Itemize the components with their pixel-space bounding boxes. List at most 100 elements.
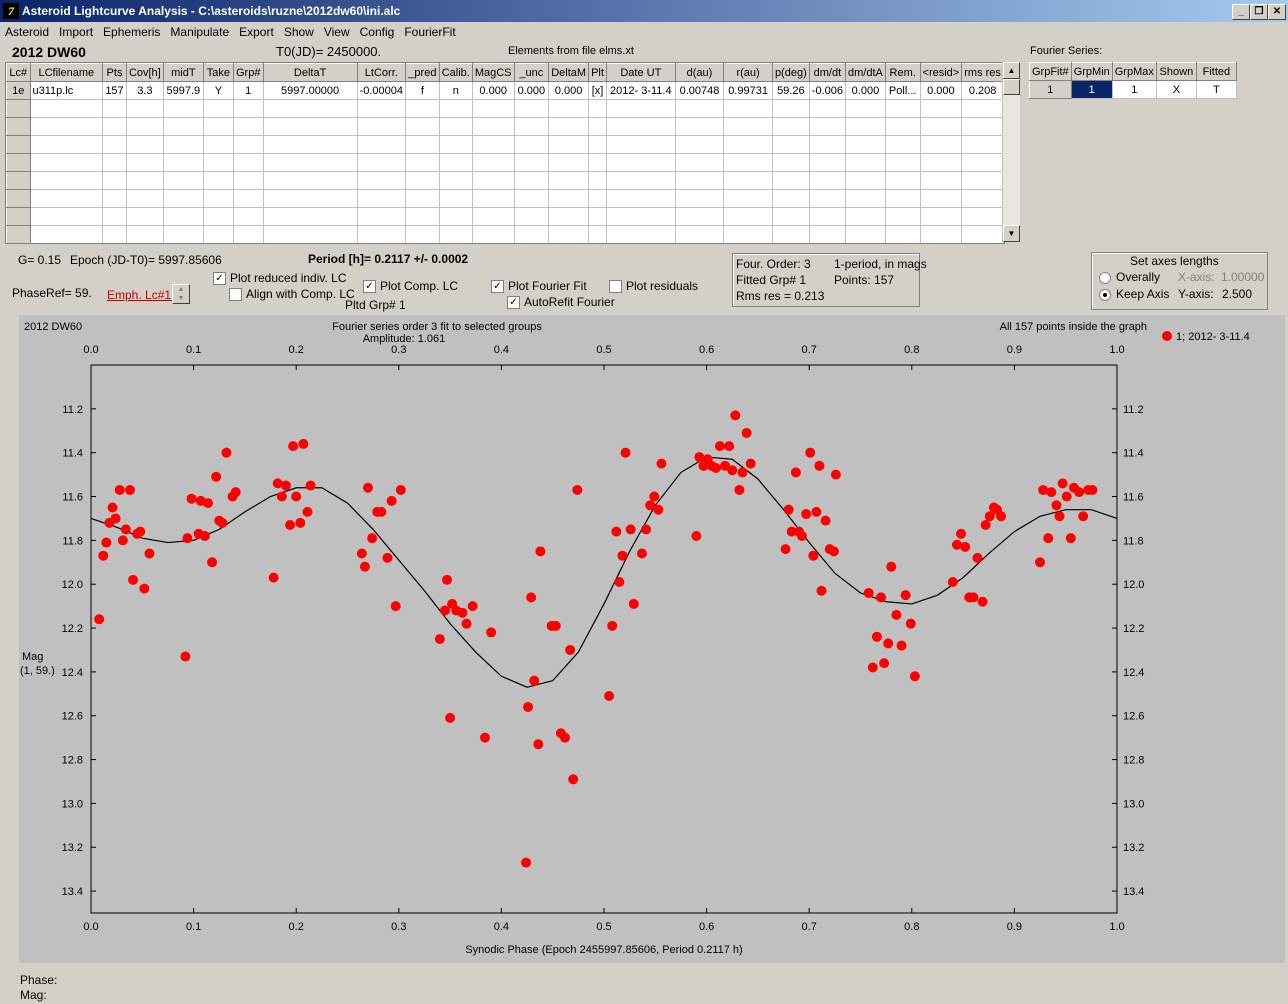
lc-cell[interactable] [471,117,515,136]
lc-cell[interactable] [723,189,773,208]
lc-cell[interactable] [771,171,810,190]
lc-cell[interactable] [771,207,810,226]
menu-export[interactable]: Export [239,25,274,39]
lc-cell[interactable] [356,189,407,208]
lc-cell[interactable] [356,153,407,172]
lc-cell[interactable] [723,171,773,190]
lc-col-header[interactable]: dm/dt [808,63,847,82]
lc-cell[interactable] [588,135,607,154]
lc-col-header[interactable]: Lc# [6,63,31,82]
plot-comp-checkbox[interactable]: ✓ [363,280,376,293]
minimize-button[interactable]: _ [1232,4,1250,20]
lc-cell[interactable] [232,99,264,118]
lc-col-header[interactable]: DeltaM [548,63,590,82]
lc-cell[interactable] [919,153,963,172]
lc-cell[interactable] [548,225,590,243]
table-row[interactable] [6,171,1004,190]
lc-cell[interactable] [102,207,127,226]
lc-cell[interactable] [6,225,31,243]
fourier-cell-fitted[interactable]: T [1195,80,1237,99]
lc-cell[interactable]: 1 [232,81,264,100]
lc-cell[interactable] [588,153,607,172]
lc-cell[interactable] [262,135,358,154]
lc-cell[interactable] [202,189,234,208]
lc-col-header[interactable]: LtCorr. [356,63,407,82]
lc-col-header[interactable]: MagCS [471,63,515,82]
lc-cell[interactable]: f [405,81,440,100]
lightcurve-chart[interactable]: 0.0 0.0 0.1 0.1 0.2 0.2 0.3 0.3 0.4 0.4 0.5 0.5 0.6 0… [19,315,1285,963]
lc-cell[interactable] [102,225,127,243]
lc-cell[interactable] [471,135,515,154]
lc-col-header[interactable]: r(au) [723,63,773,82]
fourier-cell-shown[interactable]: X [1155,80,1197,99]
lc-cell[interactable] [605,189,676,208]
lc-cell[interactable] [548,117,590,136]
lc-cell[interactable] [548,135,590,154]
lc-cell[interactable] [961,207,1004,226]
emph-lc-spinner[interactable]: ▲ ▼ [172,284,190,304]
align-comp-checkbox[interactable] [229,288,242,301]
lc-col-header[interactable]: rms res [961,63,1004,82]
lc-cell[interactable] [202,99,234,118]
lc-cell[interactable] [548,207,590,226]
lc-cell[interactable] [356,99,407,118]
restore-button[interactable]: ❐ [1250,4,1268,20]
lc-cell[interactable] [723,207,773,226]
lc-cell[interactable] [808,135,847,154]
lc-cell[interactable] [513,189,550,208]
lc-cell[interactable] [588,189,607,208]
lc-cell[interactable] [202,153,234,172]
lc-cell[interactable] [605,225,676,243]
lc-cell[interactable] [605,99,676,118]
lc-cell[interactable]: 1e [6,81,31,100]
lc-cell[interactable] [162,135,204,154]
lc-cell[interactable] [202,135,234,154]
lc-cell[interactable] [471,189,515,208]
lc-cell[interactable] [588,207,607,226]
lc-cell[interactable] [548,171,590,190]
fourier-cell-grpmax[interactable]: 1 [1111,80,1157,99]
lc-cell[interactable] [961,225,1004,243]
lc-cell[interactable] [29,135,104,154]
lc-cell[interactable] [6,207,31,226]
menu-import[interactable]: Import [59,25,94,39]
lc-col-header[interactable]: _pred [405,63,440,82]
lc-cell[interactable] [438,135,473,154]
lc-cell[interactable] [405,207,440,226]
lc-cell[interactable] [919,171,963,190]
lc-cell[interactable] [125,207,164,226]
lc-cell[interactable] [588,171,607,190]
menu-ephemeris[interactable]: Ephemeris [103,25,161,39]
lc-cell[interactable] [723,99,773,118]
lc-cell[interactable] [674,99,725,118]
plot-residuals-checkbox[interactable] [609,280,622,293]
menu-show[interactable]: Show [283,25,314,39]
lc-cell[interactable]: -0.006 [808,81,847,100]
lc-cell[interactable]: n [438,81,473,100]
lc-cell[interactable] [102,135,127,154]
lc-col-header[interactable]: <resid> [919,63,963,82]
table-row[interactable] [6,135,1004,154]
lc-cell[interactable] [919,135,963,154]
lc-cell[interactable] [845,171,886,190]
lc-cell[interactable] [202,171,234,190]
lc-cell[interactable] [6,153,31,172]
lc-cell[interactable] [884,99,921,118]
lc-cell[interactable] [356,135,407,154]
lc-cell[interactable] [961,117,1004,136]
lc-cell[interactable] [605,117,676,136]
lc-cell[interactable] [405,153,440,172]
overally-radio[interactable] [1099,272,1111,284]
lc-cell[interactable] [125,99,164,118]
lc-cell[interactable] [6,189,31,208]
lc-cell[interactable]: 0.00748 [674,81,725,100]
fourier-cell-grpfit[interactable]: 1 [1029,80,1072,99]
lc-cell[interactable] [961,153,1004,172]
lc-cell[interactable] [588,225,607,243]
lc-cell[interactable] [548,99,590,118]
lc-cell[interactable] [961,135,1004,154]
lc-cell[interactable]: Poll... [884,81,921,100]
lc-cell[interactable] [513,117,550,136]
lc-cell[interactable] [845,189,886,208]
lc-cell[interactable]: 0.99731 [723,81,773,100]
